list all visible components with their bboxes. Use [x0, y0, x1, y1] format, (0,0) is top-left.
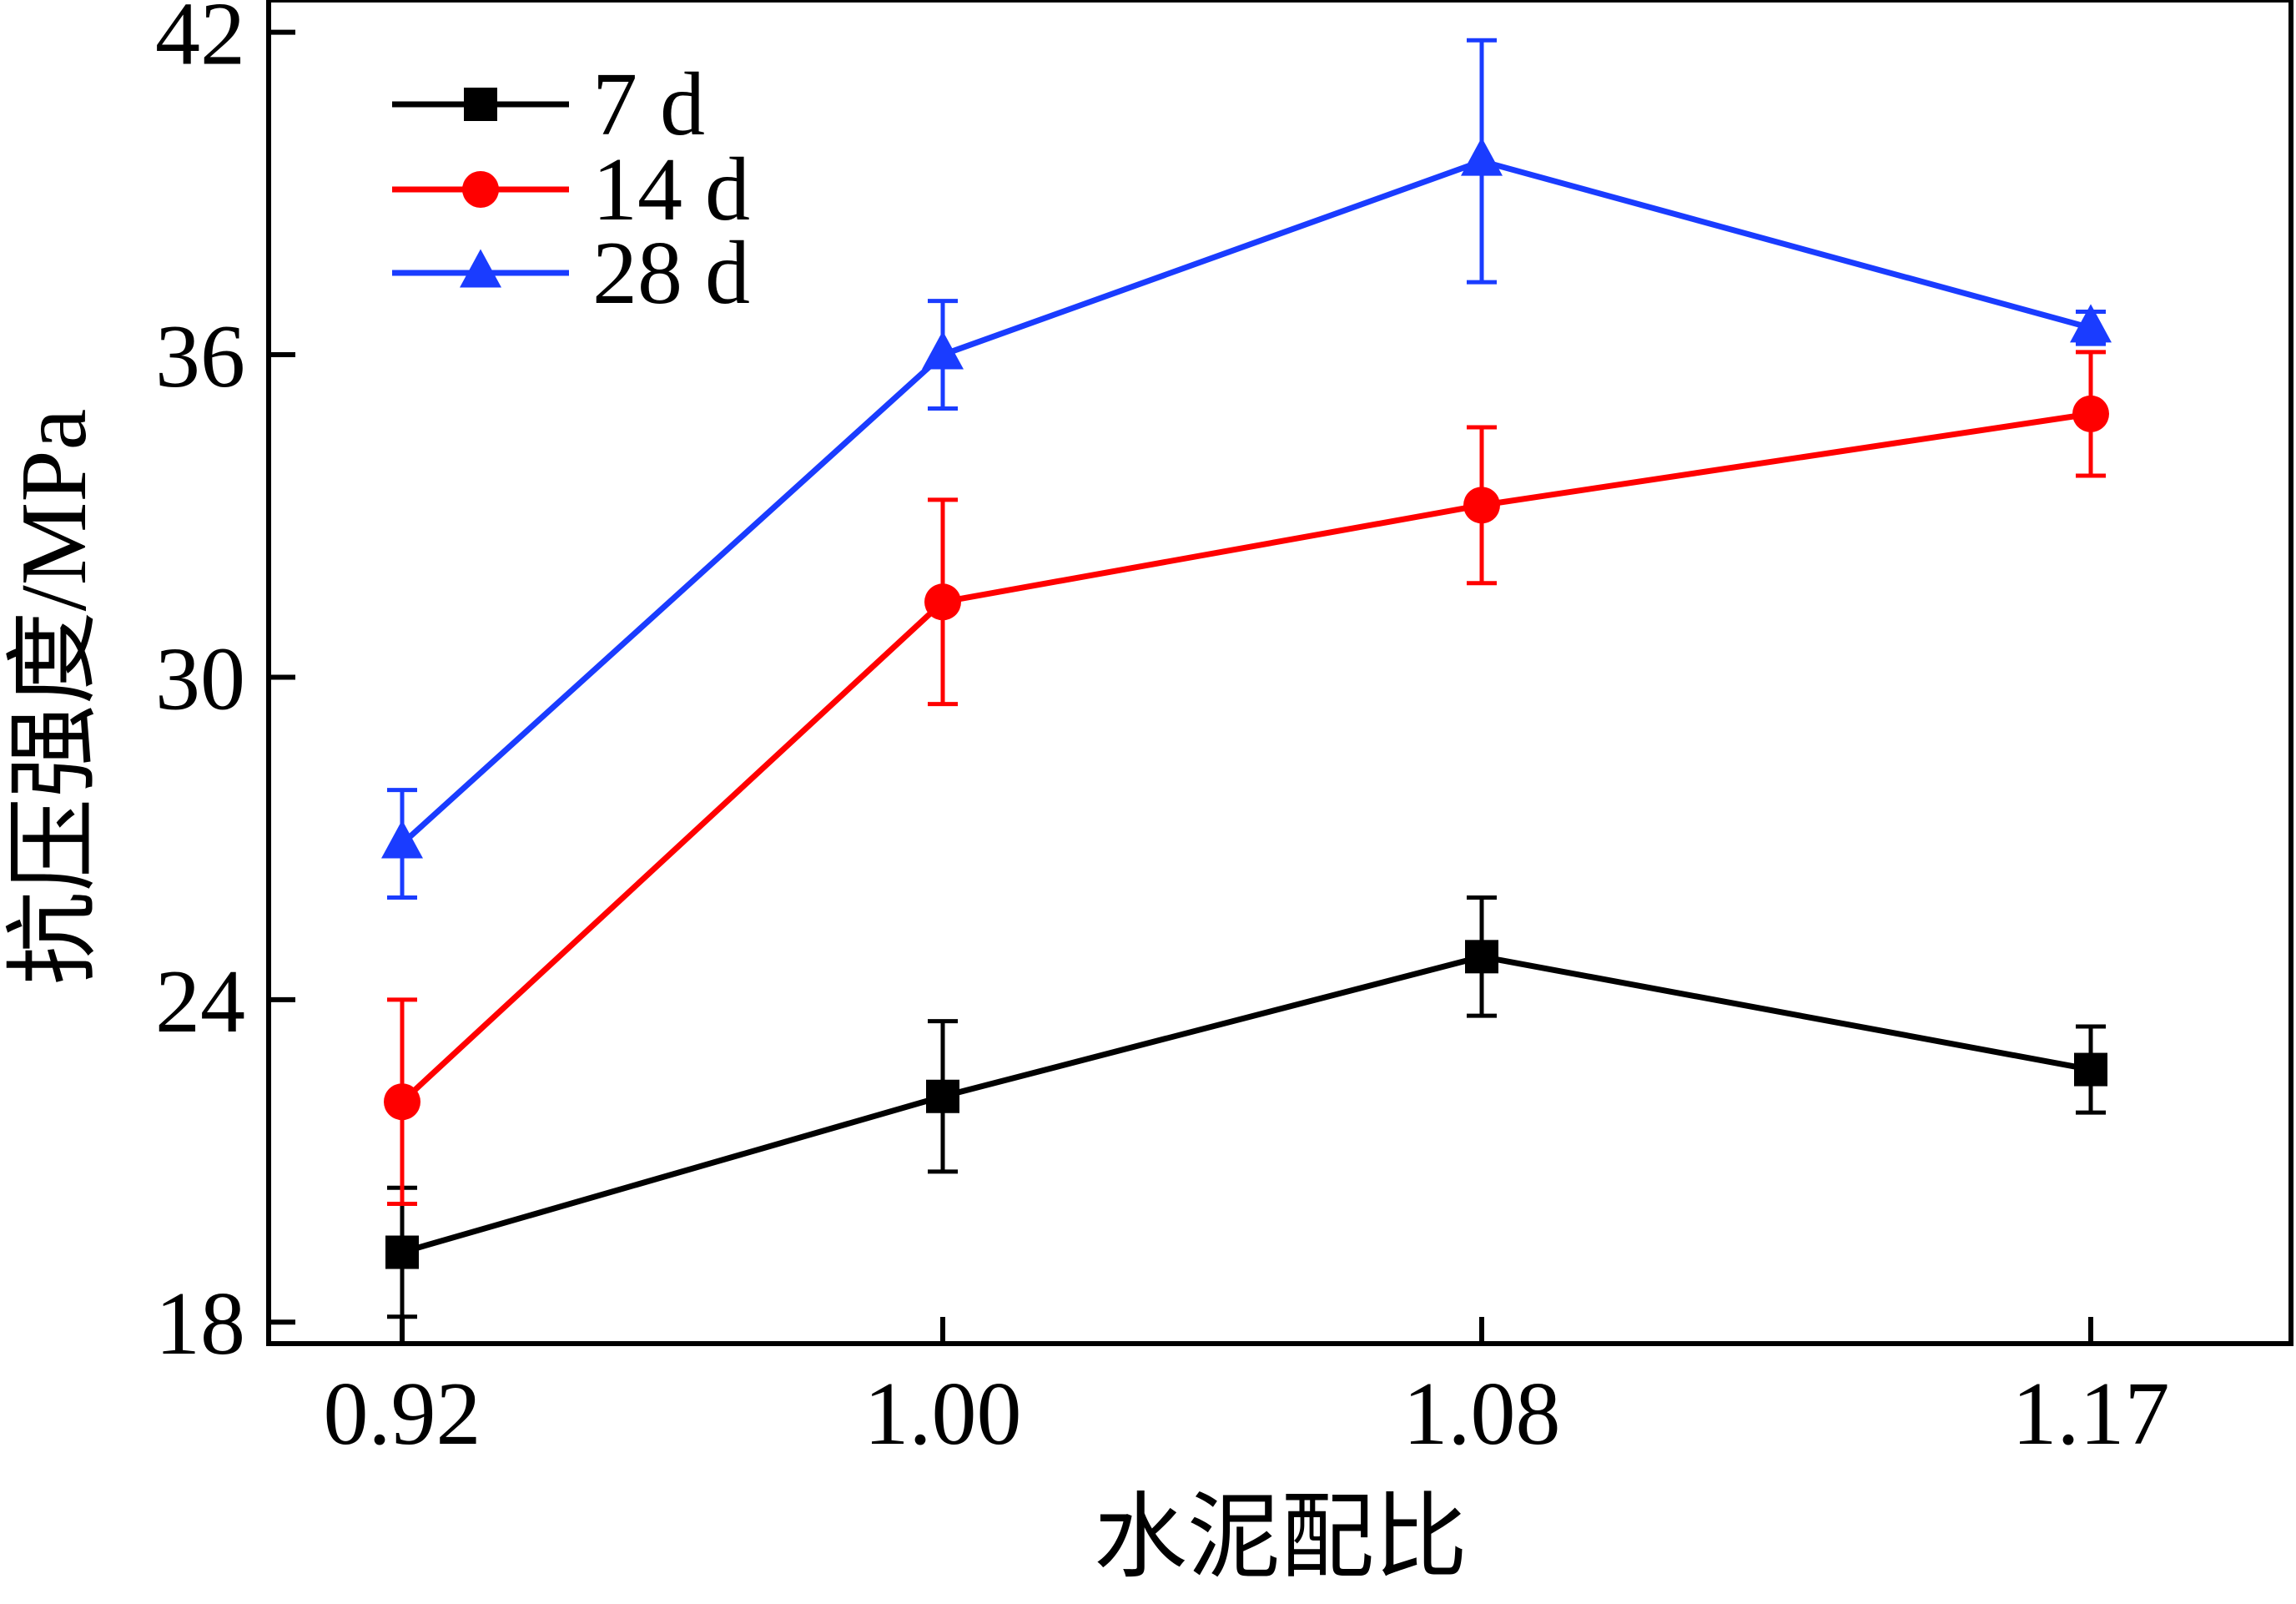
- legend-marker-28d: [460, 249, 501, 288]
- legend: 7 d14 d28 d: [392, 55, 750, 323]
- data-point-7d: [926, 1079, 959, 1113]
- data-point-7d: [385, 1235, 419, 1269]
- x-axis: 0.92 1.00 1.08 1.17: [324, 1317, 2170, 1464]
- legend-label-14d: 14 d: [592, 140, 750, 240]
- data-point-14d: [2072, 395, 2109, 432]
- legend-label-7d: 7 d: [592, 55, 705, 154]
- x-tick-label: 0.92: [324, 1364, 481, 1464]
- data-point-28d: [2070, 304, 2112, 343]
- x-tick-label: 1.08: [1403, 1364, 1561, 1464]
- series-line-28d: [400, 158, 2092, 846]
- y-tick-label: 36: [155, 307, 245, 406]
- y-tick-label: 30: [155, 629, 245, 729]
- x-tick-label: 1.00: [864, 1364, 1022, 1464]
- series-28d: [381, 38, 2112, 900]
- legend-item-28d: 28 d: [392, 224, 750, 323]
- data-point-28d: [1461, 137, 1503, 176]
- data-point-14d: [384, 1083, 420, 1121]
- series-line-14d: [400, 411, 2092, 1104]
- data-point-28d: [381, 820, 423, 859]
- plot-area-frame: [266, 0, 2293, 1346]
- y-axis: 18 24 30 36 42: [155, 0, 295, 1374]
- legend-marker-14d: [462, 171, 499, 208]
- series-14d: [384, 350, 2109, 1207]
- series-7d: [385, 895, 2107, 1319]
- y-tick-label: 24: [155, 952, 245, 1052]
- data-point-14d: [924, 583, 961, 621]
- legend-item-7d: 7 d: [392, 55, 705, 154]
- legend-marker-7d: [464, 88, 497, 121]
- y-tick-label: 18: [155, 1274, 245, 1374]
- x-axis-title: 水泥配比: [1094, 1486, 1468, 1590]
- legend-label-28d: 28 d: [592, 224, 750, 323]
- data-point-7d: [2074, 1052, 2107, 1087]
- data-point-7d: [1465, 940, 1498, 974]
- data-point-28d: [922, 330, 964, 370]
- data-point-14d: [1463, 487, 1500, 524]
- y-axis-title: 抗压强度/MPa: [3, 409, 106, 986]
- legend-item-14d: 14 d: [392, 140, 750, 240]
- y-tick-label: 42: [155, 0, 245, 84]
- series-layer: [381, 38, 2112, 1319]
- series-line-7d: [401, 953, 2092, 1255]
- x-tick-label: 1.17: [2012, 1364, 2170, 1464]
